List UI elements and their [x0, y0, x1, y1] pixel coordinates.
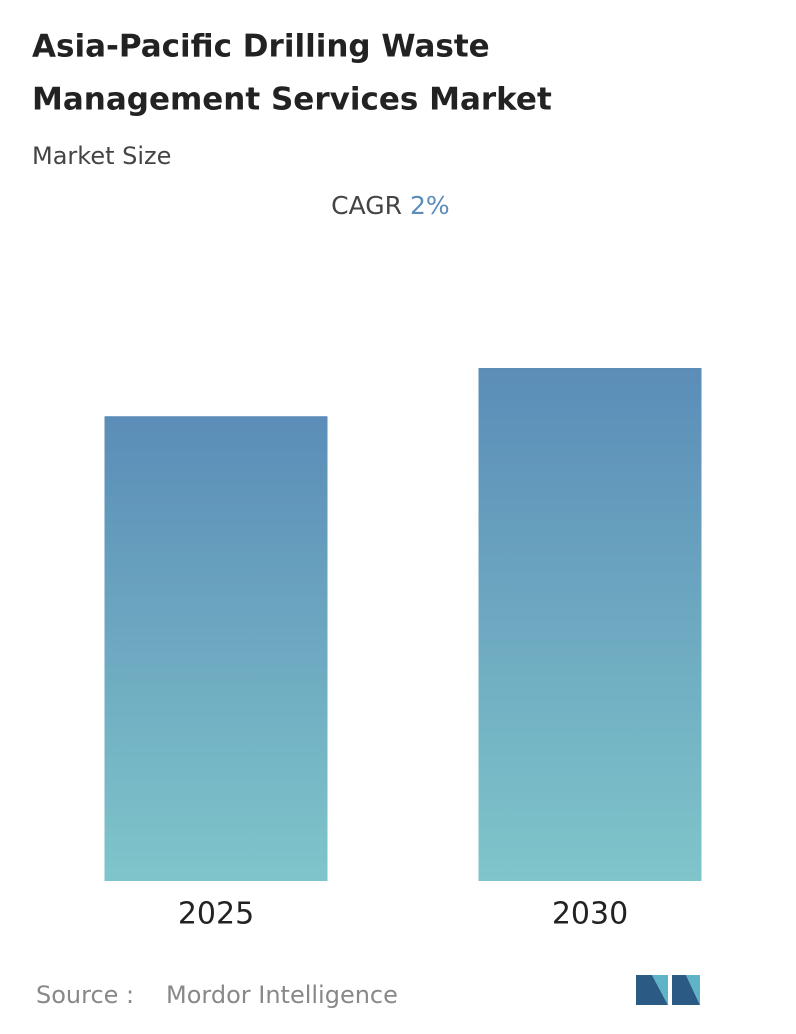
- bar: [478, 368, 702, 881]
- logo: [636, 975, 700, 1005]
- cagr-label: CAGR: [331, 191, 402, 220]
- bar: [104, 416, 328, 881]
- source-label: Source :: [36, 981, 134, 1009]
- chart-title: Asia-Pacific Drilling Waste: [32, 29, 490, 65]
- x-tick-label: 2030: [552, 897, 628, 932]
- chart-subtitle: Market Size: [32, 142, 171, 170]
- cagr-value: 2%: [410, 191, 450, 220]
- chart-title: Management Services Market: [32, 82, 552, 118]
- x-tick-label: 2025: [178, 897, 254, 932]
- source: Mordor Intelligence: [166, 981, 398, 1009]
